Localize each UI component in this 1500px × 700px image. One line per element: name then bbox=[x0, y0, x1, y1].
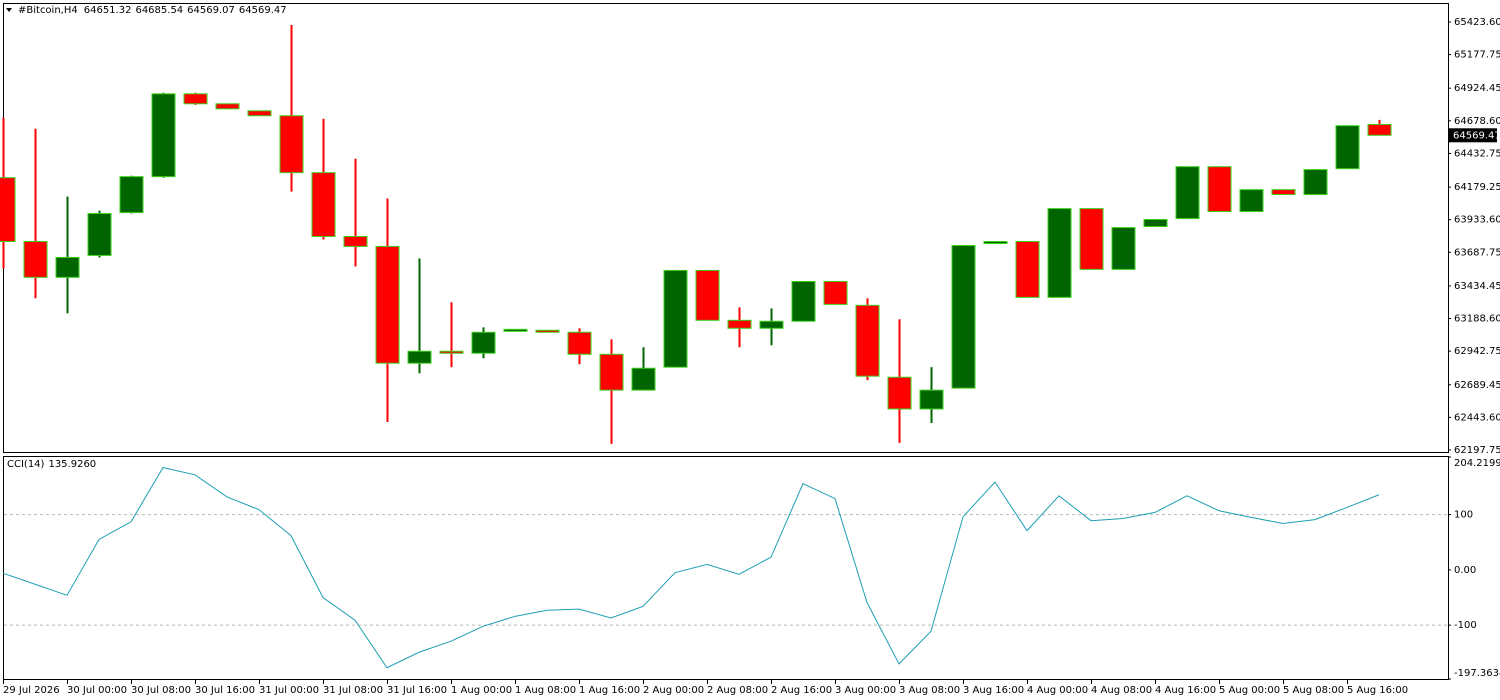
candle-body bbox=[887, 376, 912, 410]
y-tick-label: 204.2199 bbox=[1454, 458, 1500, 469]
symbol-header: #Bitcoin,H4 64651.32 64685.54 64569.07 64569… bbox=[18, 5, 287, 16]
candle-body bbox=[1207, 166, 1232, 213]
candle-body bbox=[1015, 241, 1040, 298]
candle-body bbox=[87, 213, 112, 256]
x-tick-label: 5 Aug 16:00 bbox=[1347, 685, 1408, 696]
x-tick-label: 2 Aug 00:00 bbox=[643, 685, 704, 696]
cci-line bbox=[2, 467, 1380, 669]
candle-body bbox=[1335, 125, 1360, 170]
candle-body bbox=[311, 172, 336, 237]
candle-body bbox=[791, 280, 816, 322]
candle-body bbox=[1303, 169, 1328, 196]
price-panel bbox=[3, 3, 1449, 453]
x-tick-label: 30 Jul 08:00 bbox=[131, 685, 191, 696]
y-tick-label: 0.00 bbox=[1454, 565, 1476, 576]
candle-body bbox=[1367, 123, 1392, 136]
candle-body bbox=[631, 367, 656, 391]
candle-body bbox=[23, 241, 48, 278]
y-tick-label: 63434.45 bbox=[1454, 281, 1500, 292]
y-tick-label: 63933.60 bbox=[1454, 215, 1500, 226]
y-tick-label: 62443.60 bbox=[1454, 412, 1500, 423]
candle-body bbox=[1143, 218, 1168, 228]
x-tick-label: 2 Aug 08:00 bbox=[707, 685, 768, 696]
y-tick-label: 63687.75 bbox=[1454, 247, 1500, 258]
y-tick-label: 62197.75 bbox=[1454, 445, 1500, 456]
candle-body bbox=[951, 244, 976, 389]
candle-body bbox=[1271, 189, 1296, 196]
candle-body bbox=[215, 103, 240, 110]
x-tick-label: 1 Aug 16:00 bbox=[579, 685, 640, 696]
x-tick-label: 4 Aug 00:00 bbox=[1027, 685, 1088, 696]
y-tick-label: 100 bbox=[1454, 510, 1473, 521]
candle-body bbox=[1079, 208, 1104, 270]
y-tick-label: -100 bbox=[1454, 620, 1477, 631]
candle-body bbox=[1175, 166, 1200, 220]
candle-body bbox=[1111, 227, 1136, 270]
price-tag-label: 64569.47 bbox=[1453, 130, 1500, 141]
y-tick-label: 64678.60 bbox=[1454, 116, 1500, 127]
candle-body bbox=[151, 93, 176, 178]
candle-body bbox=[183, 93, 208, 105]
y-tick-label: 65423.60 bbox=[1454, 17, 1500, 28]
candle-body bbox=[55, 256, 80, 278]
candle-body bbox=[535, 329, 560, 333]
x-tick-label: 4 Aug 16:00 bbox=[1155, 685, 1216, 696]
price-tag bbox=[1449, 128, 1497, 143]
candle-body bbox=[0, 177, 16, 243]
y-tick-label: 63188.60 bbox=[1454, 314, 1500, 325]
x-tick-label: 31 Jul 08:00 bbox=[323, 685, 383, 696]
x-tick-label: 5 Aug 00:00 bbox=[1219, 685, 1280, 696]
candle-body bbox=[1047, 208, 1072, 298]
x-tick-label: 31 Jul 16:00 bbox=[387, 685, 447, 696]
x-tick-label: 31 Jul 00:00 bbox=[259, 685, 319, 696]
x-tick-label: 30 Jul 00:00 bbox=[67, 685, 127, 696]
y-tick-label: 64924.45 bbox=[1454, 83, 1500, 94]
y-tick-label: 62942.75 bbox=[1454, 346, 1500, 357]
collapse-arrow[interactable] bbox=[6, 8, 12, 12]
candle-body bbox=[247, 110, 272, 117]
candle-body bbox=[471, 331, 496, 354]
y-tick-label: 64432.75 bbox=[1454, 148, 1500, 159]
candle-body bbox=[407, 350, 432, 364]
y-tick-label: 62689.45 bbox=[1454, 380, 1500, 391]
x-tick-label: 1 Aug 00:00 bbox=[451, 685, 512, 696]
candle-body bbox=[279, 115, 304, 174]
y-tick-label: 65177.75 bbox=[1454, 50, 1500, 61]
candle-body bbox=[1239, 189, 1264, 213]
x-tick-label: 30 Jul 16:00 bbox=[195, 685, 255, 696]
candle-body bbox=[855, 304, 880, 377]
candle-body bbox=[503, 328, 528, 332]
candle-body bbox=[983, 241, 1008, 245]
candle-body bbox=[727, 319, 752, 329]
x-tick-label: 3 Aug 00:00 bbox=[835, 685, 896, 696]
y-tick-label: 64179.25 bbox=[1454, 182, 1500, 193]
cci-header: CCI(14) 135.9260 bbox=[7, 459, 96, 470]
y-tick-label: -197.3634 bbox=[1454, 668, 1500, 679]
x-tick-label: 29 Jul 2026 bbox=[3, 685, 60, 696]
candle-body bbox=[567, 331, 592, 355]
x-tick-label: 2 Aug 16:00 bbox=[771, 685, 832, 696]
candle-body bbox=[823, 280, 848, 305]
x-tick-label: 5 Aug 08:00 bbox=[1283, 685, 1344, 696]
candle-body bbox=[599, 353, 624, 391]
x-tick-label: 4 Aug 08:00 bbox=[1091, 685, 1152, 696]
x-tick-label: 3 Aug 08:00 bbox=[899, 685, 960, 696]
candle-body bbox=[375, 245, 400, 364]
candle-body bbox=[759, 320, 784, 329]
x-tick-label: 1 Aug 08:00 bbox=[515, 685, 576, 696]
cci-panel bbox=[3, 456, 1449, 680]
candle-body bbox=[439, 350, 464, 354]
x-tick-label: 3 Aug 16:00 bbox=[963, 685, 1024, 696]
candle-body bbox=[119, 176, 144, 214]
candle-body bbox=[663, 269, 688, 368]
candle-body bbox=[343, 235, 368, 247]
candle-body bbox=[695, 269, 720, 321]
candle-body bbox=[919, 389, 944, 410]
marks: 65423.60 65177.75 64924.45 64678.60 64432.75… bbox=[0, 17, 1500, 696]
